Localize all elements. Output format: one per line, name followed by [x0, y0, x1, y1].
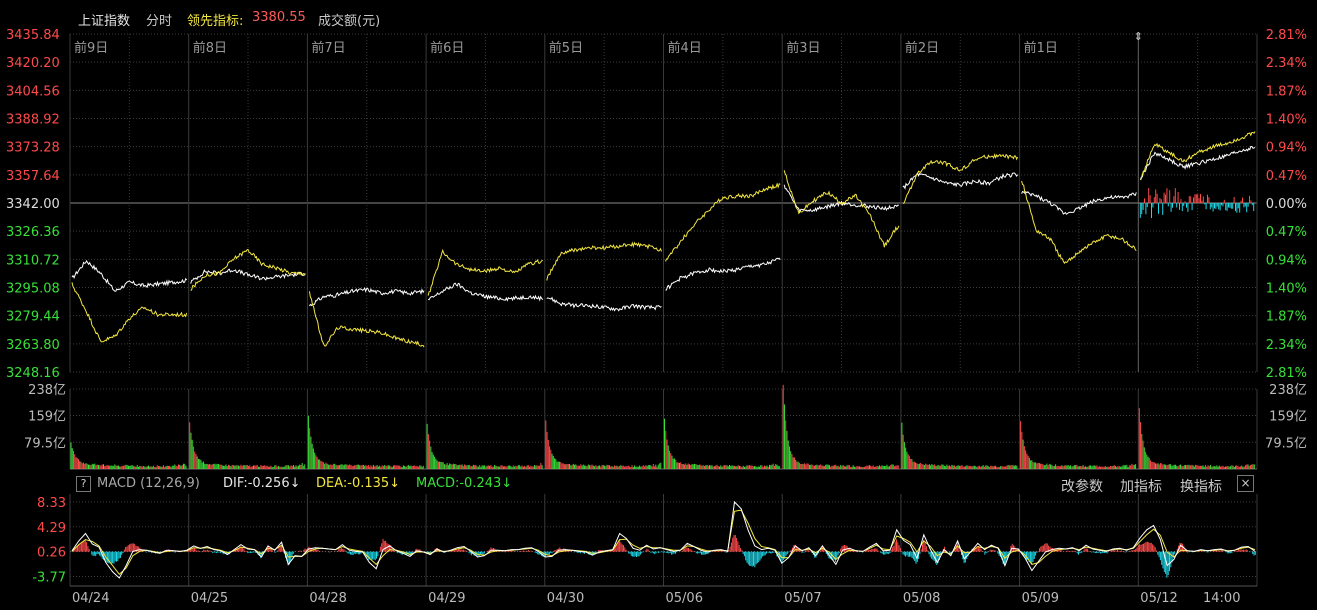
price-line-segment [308, 287, 425, 307]
macd-value: MACD:-0.243↓ [416, 476, 513, 491]
y-tick-right: 2.34% [1266, 56, 1307, 71]
volume-tick-right: 159亿 [1269, 410, 1307, 425]
day-label: 前7日 [311, 40, 345, 56]
price-line-segment [665, 257, 781, 291]
price-line-segment [783, 184, 899, 214]
y-tick-left: 3263.80 [6, 338, 60, 353]
volume-tick-left: 159亿 [28, 410, 66, 425]
macd-tick: -3.77 [32, 571, 66, 586]
y-tick-right: 0.47% [1266, 225, 1307, 240]
macd-tick: 4.29 [37, 521, 66, 536]
price-line-segment [902, 172, 1019, 190]
day-label: 前4日 [668, 40, 702, 56]
price-line-segment [1021, 190, 1137, 215]
day-label: 前3日 [786, 40, 820, 56]
date-label: 04/24 [72, 591, 109, 606]
y-tick-right: 1.40% [1266, 113, 1307, 128]
y-tick-right: 1.87% [1266, 310, 1307, 325]
macd-indicator-bar: ? MACD (12,26,9) DIF:-0.256↓ DEA:-0.135↓… [0, 473, 1317, 495]
index-name[interactable]: 上证指数 [78, 14, 131, 29]
volume-tick-right: 238亿 [1269, 383, 1307, 398]
price-line-segment [1139, 131, 1256, 181]
price-line-segment [546, 241, 662, 281]
day-label: 前5日 [549, 40, 583, 56]
y-tick-left: 3420.20 [6, 56, 60, 71]
day-label: 前8日 [193, 40, 227, 56]
y-tick-left: 3326.36 [6, 225, 60, 240]
y-tick-right: 0.94% [1266, 253, 1307, 268]
lead-indicator-label: 领先指标: [187, 14, 244, 29]
y-tick-right: 0.47% [1266, 169, 1307, 184]
y-tick-right: 2.81% [1266, 366, 1307, 381]
price-line-segment [783, 170, 900, 248]
date-label: 04/30 [547, 591, 584, 606]
price-line-segment [546, 296, 662, 312]
date-label: 04/28 [309, 591, 346, 606]
day-label: 前1日 [1024, 40, 1058, 56]
price-line-segment [427, 282, 544, 302]
y-tick-left: 3342.00 [6, 197, 60, 212]
y-tick-left: 3435.84 [6, 28, 60, 43]
price-line-segment [308, 291, 425, 348]
y-tick-right: 1.87% [1266, 84, 1307, 99]
y-tick-right: 0.94% [1266, 141, 1307, 156]
y-tick-left: 3404.56 [6, 84, 60, 99]
volume-label: 成交额(元) [318, 14, 381, 29]
macd-dea: DEA:-0.135↓ [316, 476, 401, 491]
lead-indicator-value: 3380.55 [252, 10, 306, 25]
date-label: 05/12 [1140, 591, 1177, 606]
date-label: 04/29 [428, 591, 465, 606]
y-tick-right: 2.34% [1266, 338, 1307, 353]
date-label: 04/25 [191, 591, 228, 606]
y-tick-right: 0.00% [1266, 197, 1307, 212]
time-label: 14:00 [1203, 591, 1240, 606]
date-label: 05/08 [903, 591, 940, 606]
price-line-segment [665, 182, 781, 262]
price-line-segment [190, 268, 306, 284]
date-label: 05/09 [1022, 591, 1059, 606]
y-tick-left: 3310.72 [6, 253, 60, 268]
add-indicator-button[interactable]: 加指标 [1120, 479, 1162, 495]
volume-tick-left: 79.5亿 [24, 436, 66, 451]
y-tick-right: 2.81% [1266, 28, 1307, 43]
chart-header: 上证指数 分时 领先指标: 3380.55 成交额(元) [0, 0, 1317, 30]
macd-dif: DIF:-0.256↓ [223, 476, 301, 491]
y-tick-left: 3248.16 [6, 366, 60, 381]
y-tick-left: 3357.64 [6, 169, 60, 184]
price-line-segment [190, 248, 306, 292]
price-line-segment [71, 259, 188, 292]
switch-indicator-button[interactable]: 换指标 [1180, 479, 1222, 495]
macd-tick: 0.26 [37, 546, 66, 561]
price-line-segment [71, 282, 188, 343]
date-label: 05/06 [666, 591, 703, 606]
volume-tick-right: 79.5亿 [1265, 436, 1307, 451]
price-line-segment [902, 153, 1019, 204]
mode-label[interactable]: 分时 [146, 14, 173, 29]
day-label: 前9日 [74, 40, 108, 56]
day-label: 前6日 [430, 40, 464, 56]
change-params-button[interactable]: 改参数 [1061, 479, 1103, 495]
day-label: 前2日 [905, 40, 939, 56]
price-line-segment [1021, 180, 1137, 265]
y-tick-left: 3388.92 [6, 113, 60, 128]
close-icon[interactable]: × [1237, 475, 1254, 492]
price-line-segment [1139, 145, 1256, 181]
drag-handle-icon: ⇕ [1134, 30, 1143, 43]
date-label: 05/07 [784, 591, 821, 606]
y-tick-left: 3279.44 [6, 310, 60, 325]
macd-title: MACD (12,26,9) [97, 476, 200, 491]
y-tick-right: 1.40% [1266, 282, 1307, 297]
price-line-segment [427, 248, 543, 296]
macd-tick: 8.33 [37, 496, 66, 511]
dif-line [71, 500, 1256, 579]
y-tick-left: 3295.08 [6, 282, 60, 297]
help-icon[interactable]: ? [76, 476, 91, 492]
y-tick-left: 3373.28 [6, 141, 60, 156]
volume-tick-left: 238亿 [28, 383, 66, 398]
